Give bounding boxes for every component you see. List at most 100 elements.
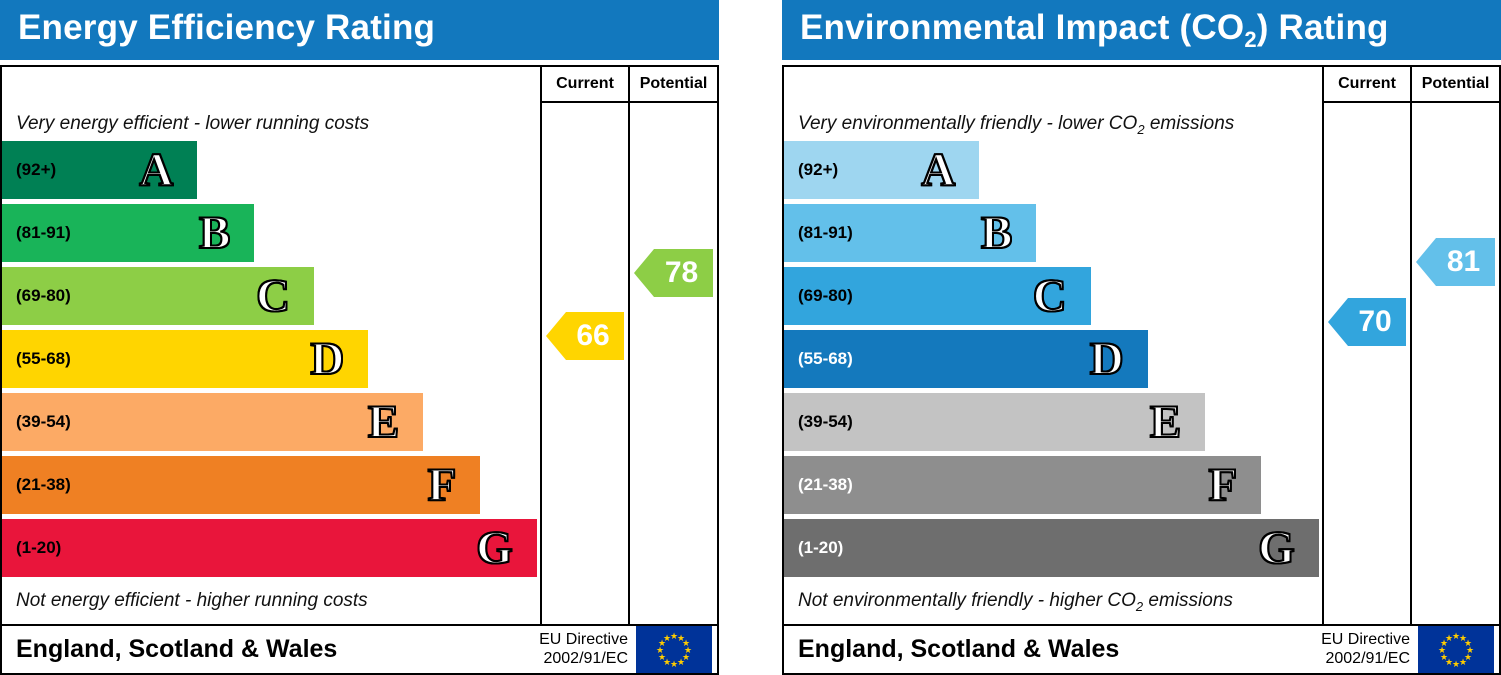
band-row-g: (1-20) G — [2, 519, 540, 582]
rating-table: Current Potential Very environmentally f… — [782, 65, 1501, 675]
band-b-bar: (81-91) B — [784, 204, 1037, 262]
band-d-bar: (55-68) D — [784, 330, 1148, 388]
band-row-f: (21-38) F — [784, 456, 1322, 519]
column-header-row: Current Potential — [784, 67, 1499, 103]
band-b-letter: B — [980, 206, 1013, 259]
band-row-d: (55-68) D — [784, 330, 1322, 393]
band-b-bar: (81-91) B — [2, 204, 255, 262]
band-e-bar: (39-54) E — [2, 393, 424, 451]
band-f-range: (21-38) — [798, 475, 853, 494]
potential-rating-arrow: 81 — [1416, 238, 1495, 286]
rating-bands: (92+) A (81-91) B (69-80) C — [2, 141, 540, 582]
eu-flag-icon: ★★ ★★ ★★ ★★ ★★ ★★ — [1418, 626, 1494, 673]
svg-text:★: ★ — [663, 658, 671, 668]
svg-text:★: ★ — [658, 653, 666, 663]
band-row-f: (21-38) F — [2, 456, 540, 519]
current-rating-arrow: 70 — [1328, 298, 1406, 346]
svg-text:★: ★ — [1440, 653, 1448, 663]
svg-text:★: ★ — [682, 639, 690, 649]
band-d-bar: (55-68) D — [2, 330, 369, 388]
energy-efficiency-chart: Energy Efficiency Rating Current Potenti… — [0, 0, 719, 675]
band-c-bar: (69-80) C — [2, 267, 315, 325]
svg-text:★: ★ — [1459, 634, 1467, 644]
band-row-a: (92+) A — [2, 141, 540, 204]
band-a-range: (92+) — [16, 160, 57, 179]
potential-column-header: Potential — [1410, 67, 1499, 103]
top-caption: Very environmentally friendly - lower CO… — [798, 113, 1235, 137]
band-a-bar: (92+) A — [2, 141, 198, 199]
band-f-bar: (21-38) F — [784, 456, 1262, 514]
band-d-range: (55-68) — [16, 349, 71, 368]
svg-text:★: ★ — [663, 634, 671, 644]
current-column: 66 — [540, 103, 628, 624]
svg-text:★: ★ — [1464, 653, 1472, 663]
rating-bands: (92+) A (81-91) B (69-80) C — [784, 141, 1322, 582]
svg-text:★: ★ — [1452, 660, 1460, 670]
band-e-letter: E — [367, 395, 400, 448]
band-b-range: (81-91) — [16, 223, 71, 242]
potential-column: 81 — [1410, 103, 1499, 624]
band-row-c: (69-80) C — [784, 267, 1322, 330]
bottom-caption: Not energy efficient - higher running co… — [16, 590, 368, 612]
band-f-letter: F — [427, 458, 458, 511]
band-g-bar: (1-20) G — [2, 519, 537, 577]
chart-body: Very energy efficient - lower running co… — [2, 103, 717, 624]
svg-text:★: ★ — [658, 639, 666, 649]
region-label: England, Scotland & Wales — [16, 635, 338, 663]
chart-title: Environmental Impact (CO2) Rating — [782, 0, 1501, 60]
band-c-range: (69-80) — [798, 286, 853, 305]
chart-title: Energy Efficiency Rating — [0, 0, 719, 60]
svg-text:★: ★ — [677, 658, 685, 668]
column-header-row: Current Potential — [2, 67, 717, 103]
band-g-range: (1-20) — [16, 538, 62, 557]
band-g-bar: (1-20) G — [784, 519, 1319, 577]
chart-body: Very environmentally friendly - lower CO… — [784, 103, 1499, 624]
environmental-impact-chart: Environmental Impact (CO2) Rating Curren… — [782, 0, 1501, 675]
band-row-d: (55-68) D — [2, 330, 540, 393]
current-column: 70 — [1322, 103, 1410, 624]
band-a-bar: (92+) A — [784, 141, 980, 199]
band-c-letter: C — [1032, 269, 1068, 322]
svg-text:★: ★ — [677, 634, 685, 644]
current-column-header: Current — [1322, 67, 1410, 103]
eu-flag-icon: ★★ ★★ ★★ ★★ ★★ ★★ — [636, 626, 712, 673]
band-g-letter: G — [475, 521, 514, 574]
svg-text:★: ★ — [656, 646, 664, 656]
band-c-bar: (69-80) C — [784, 267, 1091, 325]
band-row-e: (39-54) E — [784, 393, 1322, 456]
band-d-range: (55-68) — [798, 349, 853, 368]
chart-footer: England, Scotland & Wales EU Directive 2… — [2, 624, 717, 673]
band-b-letter: B — [198, 206, 231, 259]
svg-text:★: ★ — [670, 660, 678, 670]
region-label: England, Scotland & Wales — [798, 635, 1120, 663]
band-g-letter: G — [1257, 521, 1296, 574]
bands-area: Very environmentally friendly - lower CO… — [784, 103, 1322, 624]
svg-text:★: ★ — [1466, 646, 1474, 656]
svg-text:★: ★ — [1459, 658, 1467, 668]
band-b-range: (81-91) — [798, 223, 853, 242]
band-a-letter: A — [920, 143, 956, 196]
band-e-bar: (39-54) E — [784, 393, 1206, 451]
band-d-letter: D — [309, 332, 345, 385]
header-spacer — [784, 67, 1322, 103]
band-g-range: (1-20) — [798, 538, 844, 557]
band-f-letter: F — [1207, 458, 1238, 511]
svg-text:★: ★ — [1440, 639, 1448, 649]
bands-area: Very energy efficient - lower running co… — [2, 103, 540, 624]
band-a-letter: A — [138, 143, 174, 196]
band-row-b: (81-91) B — [784, 204, 1322, 267]
eu-directive-label: EU Directive 2002/91/EC — [539, 631, 628, 667]
svg-text:★: ★ — [1445, 634, 1453, 644]
band-e-range: (39-54) — [16, 412, 71, 431]
svg-text:★: ★ — [1445, 658, 1453, 668]
band-d-letter: D — [1089, 332, 1125, 385]
svg-text:★: ★ — [1452, 632, 1460, 642]
svg-text:★: ★ — [1438, 646, 1446, 656]
band-a-range: (92+) — [798, 160, 839, 179]
current-rating-arrow: 66 — [546, 312, 624, 360]
svg-text:★: ★ — [682, 653, 690, 663]
band-c-letter: C — [255, 269, 291, 322]
rating-table: Current Potential Very energy efficient … — [0, 65, 719, 675]
bottom-caption: Not environmentally friendly - higher CO… — [798, 590, 1233, 614]
potential-rating-arrow: 78 — [634, 249, 713, 297]
